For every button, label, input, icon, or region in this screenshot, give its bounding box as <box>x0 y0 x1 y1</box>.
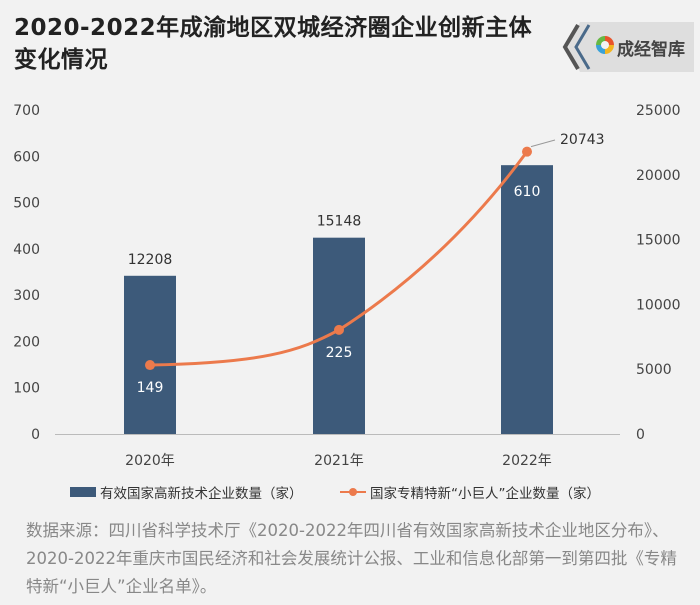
legend-swatch-line <box>340 487 366 497</box>
y-left-tick-label: 0 <box>31 427 40 443</box>
y-right-tick-label: 5000 <box>636 362 672 378</box>
legend-swatch-bar <box>70 487 96 497</box>
y-left-tick-label: 100 <box>13 381 40 397</box>
line-value-label-0: 149 <box>137 380 164 396</box>
chart-legend: 有效国家高新技术企业数量（家） 国家专精特新“小巨人”企业数量（家） <box>0 482 700 502</box>
legend-item-line: 国家专精特新“小巨人”企业数量（家） <box>340 482 600 502</box>
line-point-0 <box>145 360 155 371</box>
y-right-tick-label: 20000 <box>636 168 681 184</box>
y-left-tick-label: 700 <box>13 103 40 119</box>
x-tick-label: 2020年 <box>125 453 175 469</box>
chart-title: 2020-2022年成渝地区双城经济圈企业创新主体变化情况 <box>14 15 533 73</box>
bar-2 <box>501 165 553 434</box>
y-right-tick-label: 0 <box>636 427 645 443</box>
bar-value-label-1: 15148 <box>317 214 362 230</box>
logo-badge <box>562 22 694 72</box>
logo-text: 成经智库 <box>617 40 685 60</box>
y-left-tick-label: 200 <box>13 334 40 350</box>
chart-area: 0 100 200 300 400 500 600 700 0 5000 10000 15000 200… <box>13 103 681 469</box>
line-point-2 <box>522 146 532 157</box>
line-value-label-1: 225 <box>326 345 353 361</box>
y-left-tick-label: 300 <box>13 288 40 304</box>
y-left-tick-label: 500 <box>13 196 40 212</box>
y-right-tick-label: 10000 <box>636 297 681 313</box>
logo-icon <box>596 36 614 54</box>
bar-1 <box>313 237 365 434</box>
legend-item-bar: 有效国家高新技术企业数量（家） <box>70 482 303 502</box>
legend-label-bar: 有效国家高新技术企业数量（家） <box>100 486 303 502</box>
bar-value-label-0: 12208 <box>128 252 173 268</box>
bar-0 <box>124 275 176 434</box>
x-tick-label: 2022年 <box>502 453 552 469</box>
line-point-1 <box>334 324 344 335</box>
x-tick-label: 2021年 <box>314 453 364 469</box>
bar-value-leader-line <box>530 139 556 148</box>
legend-label-line: 国家专精特新“小巨人”企业数量（家） <box>370 486 600 502</box>
bar-value-label-2: 20743 <box>560 132 605 148</box>
data-source-note: 数据来源：四川省科学技术厅《2020-2022年四川省有效国家高新技术企业地区分… <box>26 521 677 596</box>
line-value-label-2: 610 <box>514 184 541 200</box>
y-left-tick-label: 400 <box>13 242 40 258</box>
y-left-tick-label: 600 <box>13 149 40 165</box>
y-right-tick-label: 25000 <box>636 103 681 119</box>
y-right-tick-label: 15000 <box>636 233 681 249</box>
